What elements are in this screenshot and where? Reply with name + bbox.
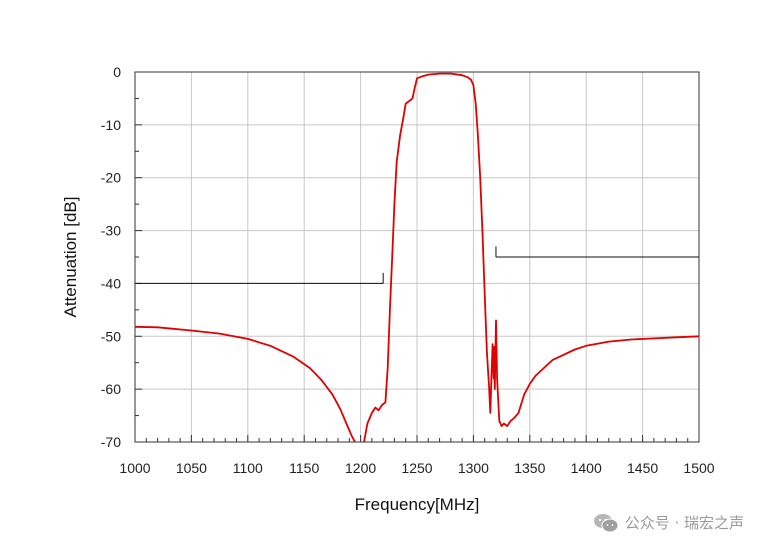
y-tick-label-4: -40	[101, 275, 121, 291]
y-axis-title: Attenuation [dB]	[61, 197, 80, 318]
x-tick-label-9: 1450	[627, 460, 658, 476]
series-line-0	[135, 72, 699, 442]
x-tick-labels: 1000 1050 1100 1150 1200 1250 1300 1350 1400 1450…	[119, 460, 714, 476]
series-group	[135, 72, 699, 442]
x-tick-label-6: 1300	[458, 460, 489, 476]
x-tick-label-1: 1050	[176, 460, 207, 476]
watermark-text: 公众号 · 瑞宏之声	[624, 514, 744, 532]
x-tick-label-7: 1350	[514, 460, 545, 476]
y-tick-label-6: -60	[101, 381, 121, 397]
x-tick-label-4: 1200	[345, 460, 376, 476]
x-tick-label-8: 1400	[571, 460, 602, 476]
wechat-icon	[593, 513, 619, 532]
x-axis-title: Frequency[MHz]	[355, 495, 480, 514]
y-tick-label-7: -70	[101, 434, 121, 450]
y-tick-labels: 0 -10 -20 -30 -40 -50 -60 -70	[101, 64, 121, 450]
x-tick-label-3: 1150	[289, 460, 319, 476]
y-tick-label-0: 0	[113, 64, 121, 80]
x-tick-label-5: 1250	[401, 460, 432, 476]
x-tick-label-0: 1000	[119, 460, 150, 476]
y-tick-label-1: -10	[101, 117, 121, 133]
y-tick-label-2: -20	[101, 170, 121, 186]
watermark: 公众号 · 瑞宏之声	[593, 512, 744, 533]
y-tick-label-3: -30	[101, 223, 121, 239]
minor-ticks	[134, 71, 700, 443]
x-tick-label-2: 1100	[233, 460, 263, 476]
y-tick-label-5: -50	[101, 328, 121, 344]
limit-lines	[135, 246, 699, 284]
x-tick-label-10: 1500	[683, 460, 714, 476]
